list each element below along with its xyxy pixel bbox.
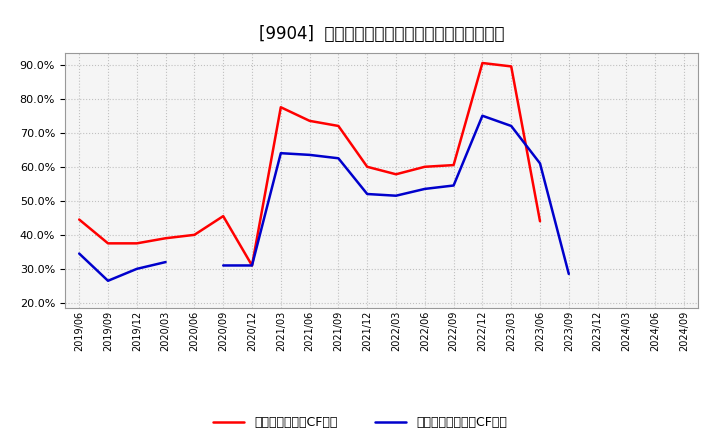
有利子負債営業CF比率: [478, 60, 487, 66]
有利子負債営業CF比率: [449, 162, 458, 168]
有利子負債営業CF比率: [507, 64, 516, 69]
Legend: 有利子負債営業CF比率, 有利子負債フリーCF比率: 有利子負債営業CF比率, 有利子負債フリーCF比率: [213, 416, 507, 429]
有利子負債営業CF比率: [219, 213, 228, 219]
有利子負債営業CF比率: [104, 241, 112, 246]
有利子負債フリーCF比率: [104, 278, 112, 283]
有利子負債営業CF比率: [161, 235, 170, 241]
有利子負債営業CF比率: [363, 164, 372, 169]
Title: [9904]  有利子負債キャッシュフロー比率の推移: [9904] 有利子負債キャッシュフロー比率の推移: [259, 25, 504, 43]
有利子負債フリーCF比率: [75, 251, 84, 256]
有利子負債営業CF比率: [420, 164, 429, 169]
有利子負債営業CF比率: [132, 241, 141, 246]
Line: 有利子負債営業CF比率: 有利子負債営業CF比率: [79, 63, 540, 265]
有利子負債フリーCF比率: [161, 260, 170, 265]
有利子負債営業CF比率: [334, 123, 343, 128]
有利子負債営業CF比率: [392, 172, 400, 177]
有利子負債営業CF比率: [536, 219, 544, 224]
有利子負債営業CF比率: [75, 217, 84, 222]
有利子負債営業CF比率: [190, 232, 199, 238]
有利子負債営業CF比率: [276, 105, 285, 110]
有利子負債フリーCF比率: [132, 266, 141, 271]
有利子負債営業CF比率: [248, 263, 256, 268]
Line: 有利子負債フリーCF比率: 有利子負債フリーCF比率: [79, 253, 166, 281]
有利子負債営業CF比率: [305, 118, 314, 124]
